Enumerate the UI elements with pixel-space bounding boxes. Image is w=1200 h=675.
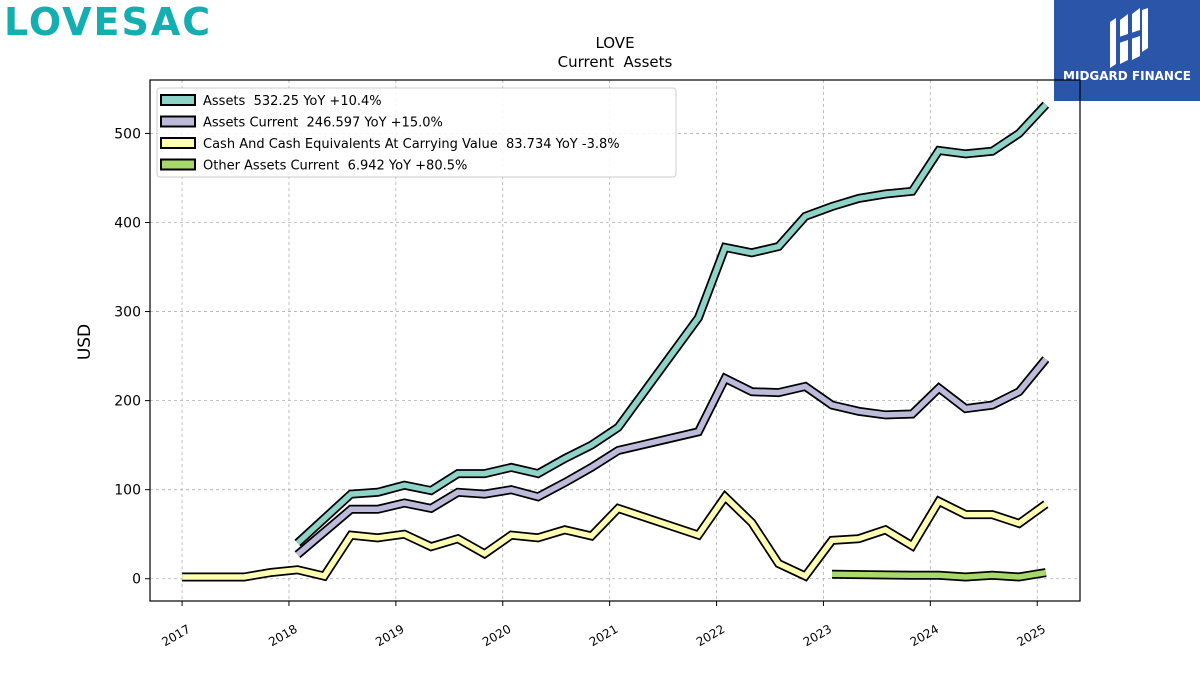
- badge-label: MIDGARD FINANCE: [1063, 69, 1191, 83]
- series-lines: [182, 101, 1050, 582]
- x-tick-label: 2024: [908, 622, 941, 649]
- y-tick-label: 500: [114, 126, 141, 142]
- series-line-assets_current: [295, 357, 1048, 557]
- x-tick-label: 2020: [480, 622, 513, 649]
- series-line-other_current: [831, 569, 1047, 580]
- y-tick-label: 300: [114, 305, 141, 321]
- x-tick-label: 2019: [373, 622, 406, 649]
- legend-label-other_current: Other Assets Current 6.942 YoY +80.5%: [203, 159, 467, 174]
- x-tick-label: 2018: [266, 622, 299, 649]
- plot-frame: [149, 79, 1081, 602]
- x-tick-label: 2021: [587, 622, 620, 649]
- legend-label-cash: Cash And Cash Equivalents At Carrying Va…: [203, 137, 620, 152]
- chart-subtitle: Current Assets: [558, 53, 673, 71]
- brand-logo: LOVESAC: [4, 0, 213, 44]
- legend-swatch-assets: [160, 94, 196, 106]
- chart-title: LOVE: [595, 34, 634, 52]
- x-tick-label: 2017: [159, 622, 192, 649]
- midgard-badge: MIDGARD FINANCE: [1054, 0, 1200, 101]
- x-tick-label: 2022: [694, 622, 727, 649]
- grid-lines: [150, 80, 1080, 601]
- legend: Assets 532.25 YoY +10.4% Assets Current 2…: [156, 87, 677, 178]
- y-tick-label: 200: [114, 394, 141, 410]
- series-line-cash: [182, 492, 1048, 580]
- legend-label-assets: Assets 532.25 YoY +10.4%: [203, 94, 382, 109]
- y-tick-label: 100: [114, 483, 141, 499]
- y-tick-label: 400: [114, 215, 141, 231]
- series-line-assets: [295, 102, 1048, 546]
- midgard-logo-icon: [1110, 8, 1148, 68]
- legend-label-assets_current: Assets Current 246.597 YoY +15.0%: [203, 116, 443, 131]
- legend-box: [156, 87, 677, 178]
- x-tick-label: 2025: [1015, 622, 1048, 649]
- legend-swatch-other_current: [160, 158, 196, 171]
- x-tick-label: 2023: [801, 622, 834, 649]
- y-axis-label: USD: [75, 324, 95, 360]
- y-tick-label: 0: [132, 572, 141, 588]
- legend-swatch-cash: [160, 137, 196, 149]
- legend-swatch-assets_current: [160, 115, 196, 128]
